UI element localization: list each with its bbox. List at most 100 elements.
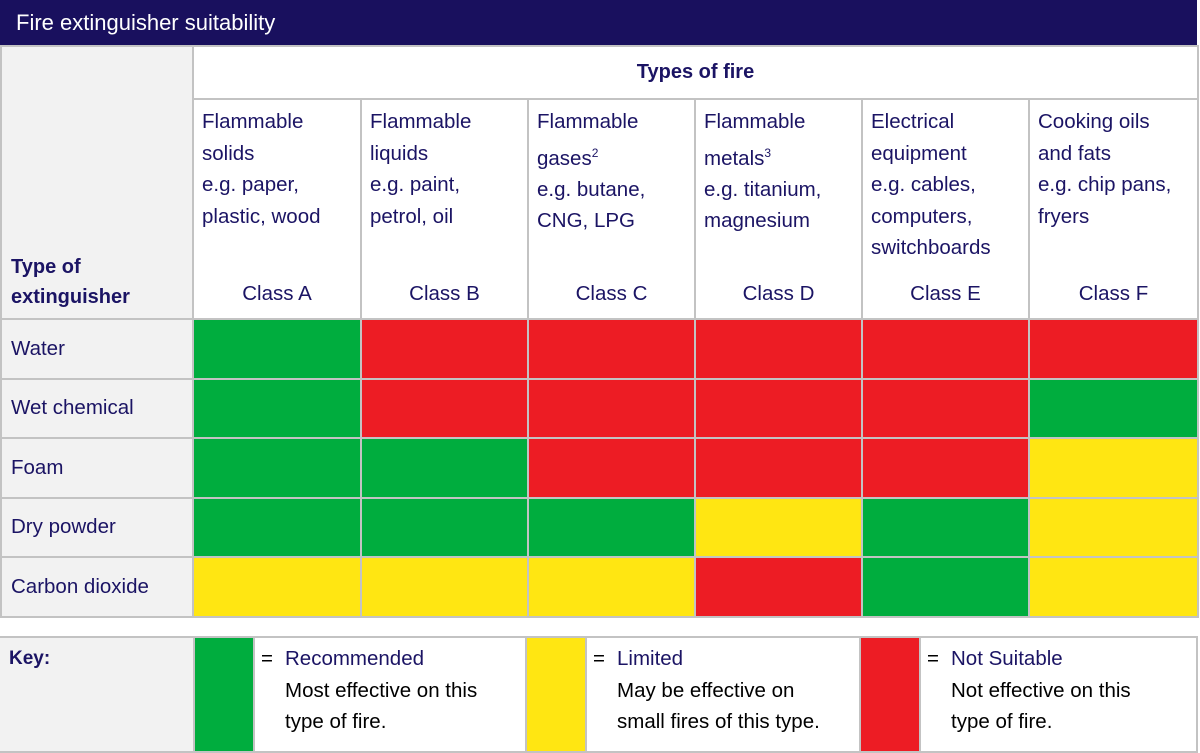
suitability-cell-limited <box>527 556 696 618</box>
fire-type-header-class-b: Flammable liquids e.g. paint, petrol, oil C… <box>360 98 529 320</box>
key-item-name: Recommended <box>285 647 425 670</box>
table-row: Wet chemical <box>0 377 1199 439</box>
fire-type-header-class-c: Flammable gases2 e.g. butane, CNG, LPG Clas… <box>527 98 696 320</box>
suitability-cell-not-suitable <box>527 437 696 499</box>
fire-type-examples: e.g. chip pans, fryers <box>1038 173 1172 228</box>
fire-type-header-class-f: Cooking oils and fats e.g. chip pans, frye… <box>1028 98 1199 320</box>
suitability-cell-not-suitable <box>527 377 696 439</box>
table-row: Water <box>0 318 1199 380</box>
table-row: Dry powder <box>0 496 1199 558</box>
fire-type-description: Electrical equipment e.g. cables, computer… <box>863 100 1028 264</box>
suitability-cell-limited <box>1028 437 1199 499</box>
types-of-fire-label: Types of fire <box>636 61 755 83</box>
legend-key: Key: = Recommended Most effective on this … <box>0 636 1198 753</box>
fire-type-examples: e.g. paper, plastic, wood <box>202 173 321 228</box>
table-row: Foam <box>0 437 1199 499</box>
corner-label: Type of extinguisher <box>11 256 130 308</box>
fire-class-label: Class B <box>409 282 480 305</box>
key-item-not-suitable: = Not Suitable Not effective on this type … <box>920 636 1198 753</box>
suitability-cell-limited <box>694 496 863 558</box>
key-swatch-recommended <box>194 636 255 753</box>
fire-type-examples: e.g. titanium, magnesium <box>704 177 822 233</box>
footnote-marker: 3 <box>764 145 772 160</box>
equals-sign: = <box>927 647 939 670</box>
fire-type-name-cont: and fats <box>1038 141 1111 165</box>
fire-type-name: Flammable <box>704 110 806 133</box>
fire-type-name: Flammable <box>202 110 304 133</box>
fire-type-name: Electrical <box>871 110 955 133</box>
suitability-cell-recommended <box>861 496 1030 558</box>
key-item-limited: = Limited May be effective on small fires … <box>586 636 861 753</box>
fire-type-name: Flammable <box>370 110 472 133</box>
key-item-recommended: = Recommended Most effective on this type … <box>254 636 527 753</box>
fire-type-description: Cooking oils and fats e.g. chip pans, frye… <box>1030 100 1197 232</box>
suitability-cell-not-suitable <box>360 318 529 380</box>
extinguisher-name: Carbon dioxide <box>0 556 194 618</box>
key-item-description: May be effective on small fires of this … <box>617 678 820 734</box>
fire-class-header-row: Flammable solids e.g. paper, plastic, wood… <box>1 98 1199 320</box>
fire-type-header-class-e: Electrical equipment e.g. cables, computer… <box>861 98 1030 320</box>
fire-class-label: Class A <box>242 282 312 305</box>
fire-type-name-cont: metals <box>704 146 765 170</box>
suitability-cell-not-suitable <box>694 318 863 380</box>
suitability-cell-limited <box>360 556 529 618</box>
suitability-cell-not-suitable <box>694 556 863 618</box>
suitability-cell-recommended <box>1028 377 1199 439</box>
suitability-cell-recommended <box>192 437 362 499</box>
extinguisher-type-header: Type of extinguisher <box>0 45 194 320</box>
fire-type-examples: e.g. butane, CNG, LPG <box>537 177 646 233</box>
fire-class-label: Class E <box>910 282 981 305</box>
key-item-name: Not Suitable <box>951 647 1063 670</box>
fire-type-header-class-a: Flammable solids e.g. paper, plastic, wood… <box>192 98 362 320</box>
fire-type-description: Flammable solids e.g. paper, plastic, wood <box>194 100 360 232</box>
key-item-description: Not effective on this type of fire. <box>951 678 1131 734</box>
key-item-description: Most effective on this type of fire. <box>285 678 478 734</box>
key-swatch-limited <box>526 636 587 753</box>
extinguisher-name: Water <box>0 318 194 380</box>
suitability-cell-not-suitable <box>694 437 863 499</box>
extinguisher-name: Dry powder <box>0 496 194 558</box>
suitability-cell-not-suitable <box>1028 318 1199 380</box>
table-row: Carbon dioxide <box>0 556 1199 618</box>
fire-type-description: Flammable gases2 e.g. butane, CNG, LPG <box>529 100 694 237</box>
suitability-table: Type of extinguisher Types of fire Flamm… <box>0 45 1199 618</box>
fire-type-name-cont: liquids <box>370 141 429 165</box>
suitability-cell-limited <box>1028 496 1199 558</box>
extinguisher-name: Wet chemical <box>0 377 194 439</box>
fire-class-label: Class F <box>1078 282 1149 305</box>
fire-type-name: Cooking oils <box>1038 110 1150 133</box>
key-swatch-not-suitable <box>860 636 921 753</box>
types-of-fire-header: Types of fire <box>192 45 1199 100</box>
suitability-cell-not-suitable <box>861 437 1030 499</box>
extinguisher-name: Foam <box>0 437 194 499</box>
suitability-cell-recommended <box>192 496 362 558</box>
suitability-cell-not-suitable <box>527 318 696 380</box>
fire-type-name-cont: solids <box>202 141 255 165</box>
suitability-cell-not-suitable <box>861 377 1030 439</box>
equals-sign: = <box>261 647 273 670</box>
suitability-cell-not-suitable <box>861 318 1030 380</box>
suitability-cell-recommended <box>360 437 529 499</box>
suitability-cell-recommended <box>527 496 696 558</box>
suitability-cell-limited <box>192 556 362 618</box>
equals-sign: = <box>593 647 605 670</box>
fire-type-name: Flammable <box>537 110 639 133</box>
fire-type-description: Flammable metals3 e.g. titanium, magnesium <box>696 100 861 237</box>
fire-type-name-cont: equipment <box>871 141 967 165</box>
suitability-cell-recommended <box>192 318 362 380</box>
suitability-cell-recommended <box>861 556 1030 618</box>
fire-class-label: Class C <box>575 282 648 305</box>
table-title: Fire extinguisher suitability <box>0 0 1197 45</box>
fire-class-label: Class D <box>742 282 815 305</box>
fire-type-header-class-d: Flammable metals3 e.g. titanium, magnesium… <box>694 98 863 320</box>
key-label: Key: <box>0 636 195 753</box>
suitability-cell-not-suitable <box>694 377 863 439</box>
fire-type-examples: e.g. cables, computers, switchboards <box>871 173 991 259</box>
suitability-cell-limited <box>1028 556 1199 618</box>
fire-type-name-cont: gases <box>537 146 592 170</box>
suitability-cell-recommended <box>192 377 362 439</box>
suitability-cell-not-suitable <box>360 377 529 439</box>
suitability-cell-recommended <box>360 496 529 558</box>
key-item-name: Limited <box>617 647 684 670</box>
footnote-marker: 2 <box>591 145 599 160</box>
